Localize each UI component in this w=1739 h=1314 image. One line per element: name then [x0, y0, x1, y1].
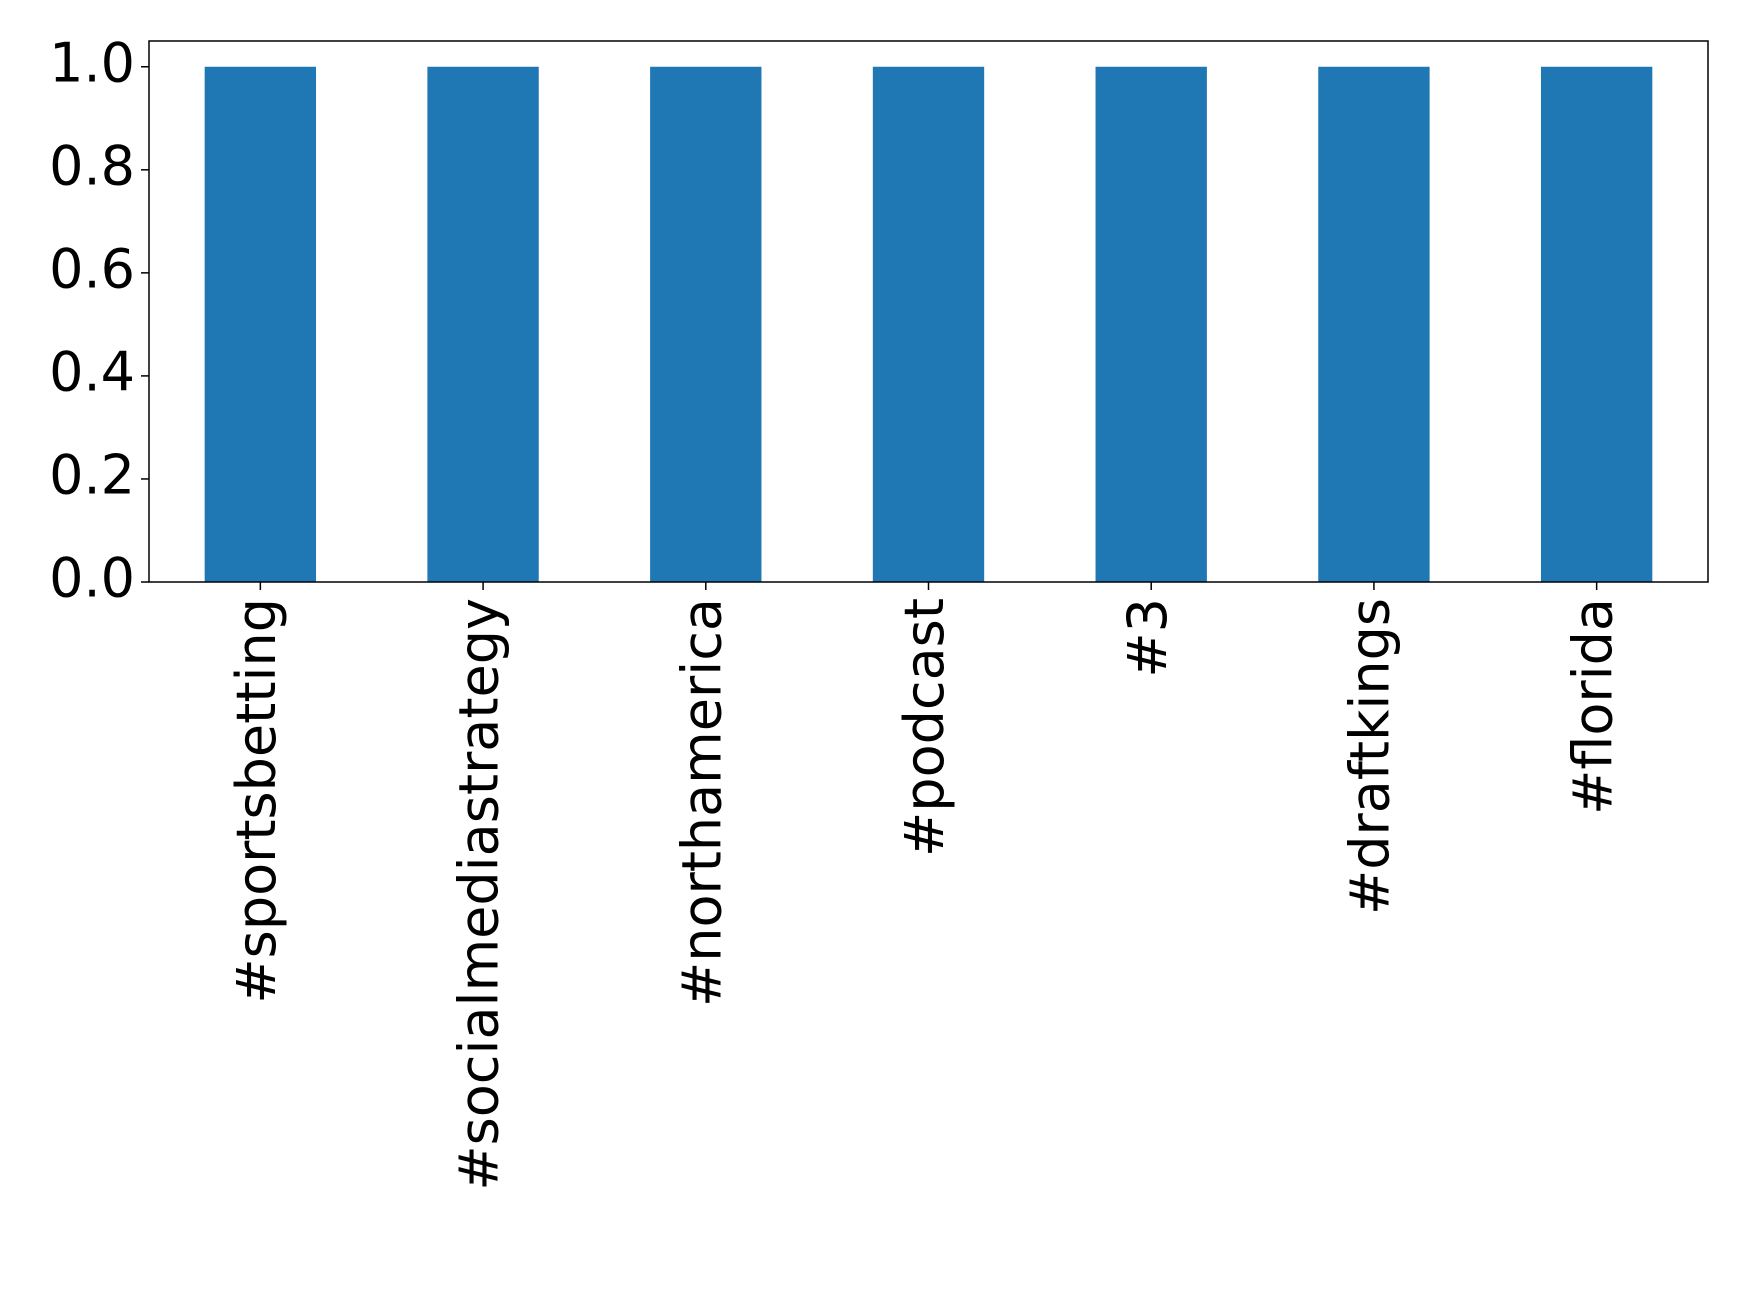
x-tick-label: #socialmediastrategy: [448, 598, 511, 1191]
y-tick-label: 1.0: [49, 31, 135, 94]
x-tick-label: #podcast: [893, 598, 956, 857]
x-tick-label: #draftkings: [1339, 598, 1402, 915]
y-tick-label: 0.8: [49, 134, 135, 197]
bar: [1540, 66, 1653, 582]
bar: [427, 66, 539, 582]
plot-frame: [148, 40, 1709, 583]
y-tick-label: 0.0: [49, 547, 135, 610]
bar: [1095, 66, 1207, 582]
x-tick-label: #sportsbetting: [225, 598, 288, 1004]
x-tick-label: #northamerica: [670, 598, 733, 1007]
y-tick-label: 0.4: [49, 341, 135, 404]
x-tick-label: #florida: [1561, 598, 1624, 815]
bar: [1318, 66, 1430, 582]
x-tick-label: #3: [1116, 598, 1179, 678]
y-tick-label: 0.6: [49, 237, 135, 300]
bar: [650, 66, 762, 582]
bar: [204, 66, 317, 582]
y-tick-label: 0.2: [49, 444, 135, 507]
bar: [872, 66, 985, 582]
